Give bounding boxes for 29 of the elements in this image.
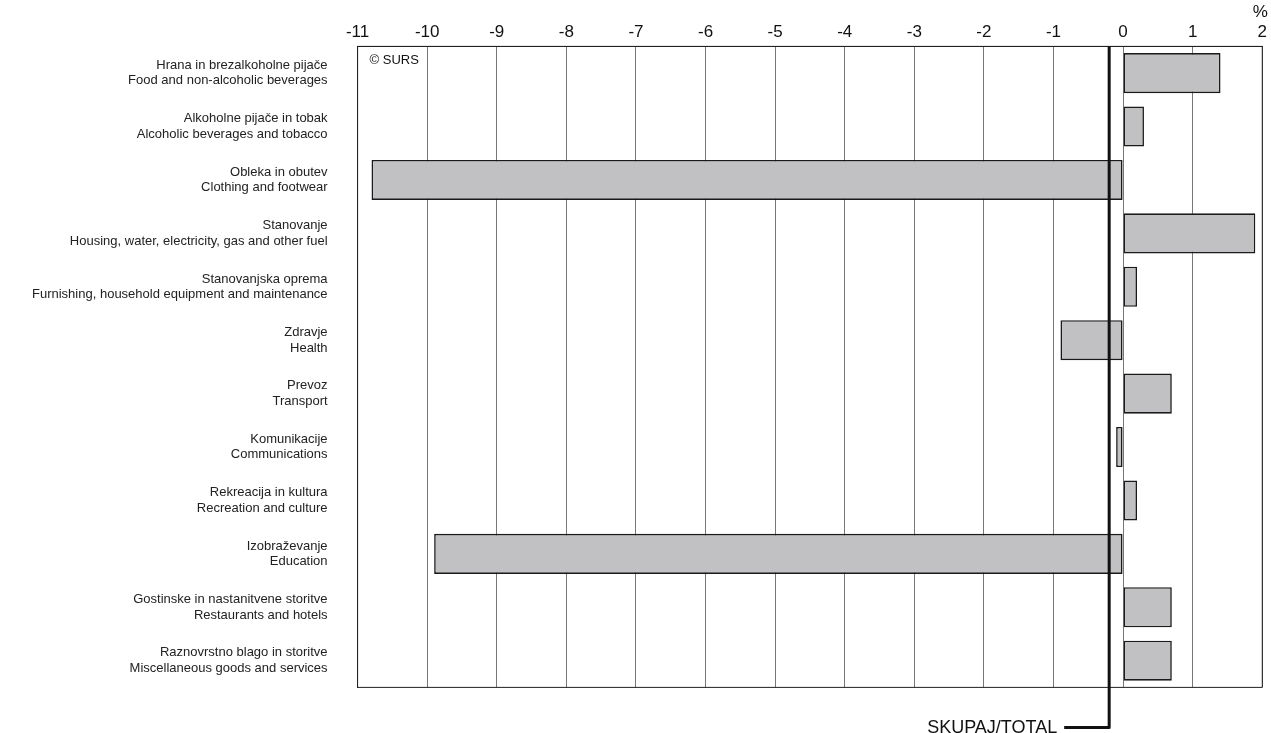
y-tick-label: Hrana in brezalkoholne pijače Food and non-alcoholic beverages: [128, 56, 329, 88]
y-tick-label: Komunikacije Communications: [230, 430, 329, 462]
y-tick-label: Zdravje Health: [284, 323, 328, 355]
x-tick-label: -11: [345, 21, 370, 41]
y-tick-label: Stanovanjska oprema Furnishing, household equipment and maintenance: [32, 270, 329, 302]
y-tick-label: Gostinske in nastanitvene storitve Restaurants and hotels: [133, 591, 329, 622]
annotation: © SURS: [369, 52, 420, 68]
x-tick-label: -5: [767, 21, 783, 41]
x-tick-label: 1: [1187, 21, 1198, 41]
y-tick-label: Alkoholne pijače in tobak Alcoholic beverages and tobacco: [136, 110, 329, 141]
x-tick-label: -9: [489, 21, 505, 41]
ref-line-label: SKUPAJ/TOTAL: [927, 717, 1058, 733]
x-tick-label: -3: [906, 21, 922, 41]
x-tick-label: -1: [1045, 21, 1062, 41]
x-tick-label: -2: [976, 21, 992, 41]
x-tick-label: -10: [414, 21, 440, 41]
y-tick-label: Rekreacija in kultura Recreation and culture: [196, 484, 329, 515]
x-tick-label: -6: [697, 21, 714, 41]
y-tick-label: Izobraževanje Education: [246, 537, 328, 569]
y-tick-label: Obleka in obutev Clothing and footwear: [201, 163, 329, 195]
y-tick-label: Raznovrstno blago in storitve Miscellaneous goods and services: [129, 644, 329, 676]
y-tick-label: Stanovanje Housing, water, electricity, gas and other fuel: [69, 217, 328, 248]
x-tick-label: -4: [837, 21, 853, 41]
x-axis-title: %: [1252, 1, 1268, 21]
x-tick-label: 2: [1257, 21, 1268, 41]
x-tick-label: -8: [558, 21, 574, 41]
x-tick-label: 0: [1118, 21, 1128, 41]
y-tick-label: Prevoz Transport: [272, 377, 328, 408]
x-tick-label: -7: [628, 21, 644, 41]
